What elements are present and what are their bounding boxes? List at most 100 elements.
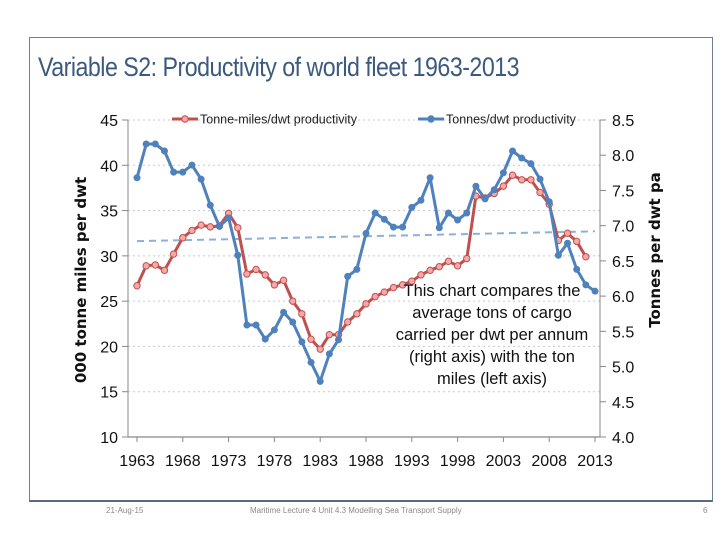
tonne-miles-point [133, 282, 141, 290]
tonnes-point [463, 209, 471, 217]
tonnes-point [554, 251, 562, 259]
tonnes-point [408, 203, 416, 211]
tonnes-point [151, 140, 159, 148]
tonnes-point [179, 168, 187, 176]
tonnes-point [142, 140, 150, 148]
y-tick-label-right: 4.0 [612, 430, 634, 447]
tonne-miles-point [463, 254, 471, 263]
tonnes-point [170, 168, 178, 176]
tonne-miles-point [389, 283, 398, 292]
tonnes-point [362, 229, 370, 237]
y-tick-label-left: 10 [100, 430, 118, 447]
tonnes-point [426, 174, 434, 182]
x-tick-label: 2013 [577, 453, 613, 470]
y-tick-label-right: 8.0 [612, 148, 634, 165]
y-tick-label-right: 8.5 [612, 113, 634, 130]
tonne-miles-point [398, 281, 407, 289]
annotation-line: This chart compares the [404, 282, 581, 300]
tonne-miles-point [371, 292, 379, 301]
y-tick-label-left: 30 [100, 249, 118, 266]
tonne-miles-point [408, 277, 416, 285]
tonnes-point [344, 272, 352, 280]
tonnes-point [270, 326, 278, 334]
x-tick-label: 1963 [119, 453, 155, 470]
tonnes-point [472, 182, 480, 190]
footer-page-number: 6 [703, 506, 708, 515]
tonne-miles-line [135, 173, 588, 351]
tonnes-point [215, 222, 223, 230]
y-tick-label-left: 40 [100, 158, 118, 175]
tonnes-point [188, 161, 196, 169]
tonnes-point [490, 186, 498, 194]
x-tick-label: 2008 [531, 453, 567, 470]
tonne-miles-point [518, 176, 526, 184]
tonne-miles-point [270, 281, 279, 289]
tonnes-point [133, 174, 141, 182]
tonne-miles-point [316, 345, 324, 353]
legend-marker-tonnes [427, 115, 435, 123]
tonne-miles-point [206, 223, 214, 231]
tonne-miles-point [426, 266, 434, 275]
tonne-miles-point [582, 253, 590, 261]
tonnes-point [527, 160, 535, 168]
tonnes-point [499, 169, 507, 177]
annotation-text-block: This chart compares the average tons of … [396, 282, 589, 388]
y-tick-label-right: 5.5 [612, 324, 634, 341]
tonne-miles-point [261, 271, 269, 279]
tonne-miles-point [353, 310, 361, 318]
tonne-miles-point [234, 224, 242, 232]
annotation-line: miles (left axis) [437, 370, 547, 388]
y-axis-title-left: 000 tonne miles per dwt [72, 177, 90, 383]
tonnes-series [133, 140, 599, 385]
tonnes-point [518, 154, 526, 162]
tonne-miles-point [435, 263, 443, 271]
y-tick-label-left: 45 [100, 113, 118, 130]
tonnes-point [582, 281, 590, 289]
tonne-miles-point [325, 330, 334, 339]
tonnes-point [280, 308, 288, 316]
x-tick-label: 1993 [394, 453, 430, 470]
tonnes-point [252, 321, 260, 329]
tonnes-point [243, 321, 251, 329]
y-tick-label-right: 4.5 [612, 395, 634, 412]
tonne-miles-point [142, 262, 150, 270]
tonnes-point [545, 198, 553, 206]
tonnes-point [435, 224, 443, 232]
series-group [133, 140, 599, 385]
tonne-miles-point [252, 265, 260, 274]
y-tick-label-right: 7.0 [612, 219, 634, 236]
tonnes-point [261, 335, 269, 343]
tonnes-point [454, 216, 462, 224]
tonnes-point [399, 223, 407, 231]
tonnes-point [444, 209, 452, 217]
tonnes-point [389, 223, 397, 231]
tonnes-point [225, 214, 233, 222]
tonne-miles-point [380, 288, 389, 296]
y-tick-label-right: 5.0 [612, 360, 634, 377]
tonnes-point [509, 147, 517, 155]
slide-title: Variable S2: Productivity of world fleet… [38, 52, 520, 82]
legend-label-tonnes: Tonnes/dwt productivity [446, 113, 577, 127]
tonnes-point [234, 251, 242, 259]
x-tick-label: 2003 [486, 453, 522, 470]
y-tick-label-right: 6.5 [612, 254, 634, 271]
tonne-miles-point [453, 262, 462, 270]
tonnes-point [325, 350, 333, 358]
tonnes-point [353, 265, 361, 273]
y-tick-label-left: 35 [100, 204, 118, 221]
tonnes-point [371, 209, 379, 217]
x-tick-label: 1973 [211, 453, 247, 470]
tonnes-point [298, 338, 306, 346]
x-tick-label: 1978 [257, 453, 293, 470]
tonnes-point [316, 377, 324, 385]
annotation-line: carried per dwt per annum [396, 326, 589, 344]
tonne-miles-point [169, 250, 178, 258]
tonne-miles-point [298, 310, 306, 318]
tonne-miles-point [289, 297, 297, 305]
tonnes-point [380, 215, 388, 223]
legend-label-tonne-miles: Tonne-miles/dwt productivity [200, 113, 358, 127]
tonnes-point [206, 201, 214, 209]
tonne-miles-point [527, 176, 535, 184]
tonne-miles-point [536, 188, 544, 197]
